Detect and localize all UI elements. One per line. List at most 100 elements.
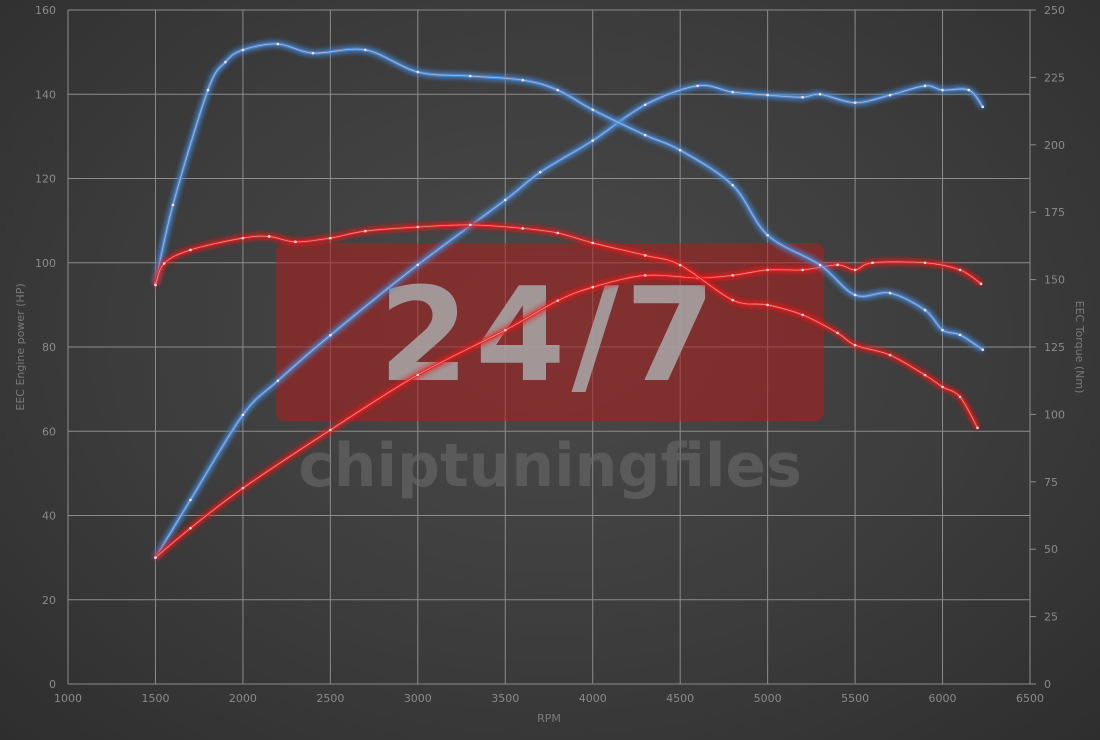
data-point [766, 303, 769, 307]
data-point [958, 333, 962, 337]
y-left-tick-label: 140 [35, 88, 56, 101]
data-point [329, 428, 332, 432]
y-right-tick-label: 150 [1044, 274, 1065, 287]
y-right-tick-label: 25 [1044, 611, 1058, 624]
data-point [981, 105, 985, 109]
y-left-tick-label: 20 [42, 594, 56, 607]
data-point [678, 148, 682, 152]
x-tick-label: 4500 [666, 692, 694, 705]
y-axis-left-label: EEC Engine power (HP) [14, 283, 27, 410]
data-point [836, 331, 839, 335]
data-point [853, 293, 857, 297]
y-right-tick-label: 200 [1044, 139, 1065, 152]
data-point [643, 254, 647, 257]
data-point [503, 198, 507, 202]
data-point [591, 139, 595, 142]
data-point [591, 285, 595, 289]
data-point [591, 108, 595, 112]
data-point [521, 227, 525, 230]
data-point [591, 241, 595, 245]
data-point [958, 395, 962, 399]
data-point [871, 261, 874, 265]
data-point [766, 93, 769, 97]
data-point [731, 183, 734, 187]
data-point [276, 42, 280, 46]
data-point [801, 268, 804, 272]
data-point [836, 263, 839, 267]
data-point [801, 95, 804, 99]
x-tick-label: 2000 [229, 692, 257, 705]
data-point [311, 51, 315, 55]
data-point [154, 283, 157, 287]
data-point [941, 385, 944, 389]
data-point [678, 263, 682, 267]
data-point [979, 282, 983, 286]
watermark: 24/7 chiptuningfiles [276, 243, 824, 501]
data-point [162, 262, 166, 265]
data-point [294, 240, 297, 244]
data-point [267, 235, 271, 238]
data-point [468, 223, 472, 227]
data-point [224, 60, 227, 64]
data-point [941, 328, 944, 332]
data-point [818, 263, 822, 267]
data-point [241, 48, 245, 52]
y-left-tick-label: 40 [42, 510, 56, 523]
data-point [171, 203, 175, 207]
data-point [503, 328, 507, 332]
y-left-tick-label: 100 [35, 257, 56, 270]
y-left-tick-label: 160 [35, 4, 56, 17]
data-point [521, 78, 525, 82]
data-point [241, 486, 245, 490]
y-right-tick-label: 175 [1044, 206, 1065, 219]
data-point [853, 268, 857, 272]
data-point [967, 88, 971, 92]
data-point [853, 101, 857, 104]
x-tick-label: 1500 [141, 692, 169, 705]
y-left-tick-label: 80 [42, 341, 56, 354]
x-tick-label: 3000 [404, 692, 432, 705]
data-point [416, 263, 420, 267]
y-right-tick-label: 125 [1044, 341, 1065, 354]
data-point [416, 70, 420, 74]
x-tick-label: 3500 [491, 692, 519, 705]
data-point [801, 313, 804, 317]
data-point [189, 248, 192, 252]
data-point [538, 170, 542, 174]
data-point [888, 93, 892, 97]
y-left-tick-label: 0 [49, 678, 56, 691]
data-point [766, 233, 769, 237]
data-point [731, 274, 734, 277]
data-point [556, 299, 560, 302]
x-tick-label: 1000 [54, 692, 82, 705]
x-tick-label: 4000 [579, 692, 607, 705]
data-point [958, 268, 962, 272]
data-point [329, 236, 332, 240]
data-point [643, 103, 647, 107]
data-point [923, 261, 927, 265]
data-point [853, 343, 857, 347]
data-point [941, 88, 944, 92]
data-point [643, 133, 647, 137]
y-left-tick-label: 120 [35, 173, 56, 186]
x-tick-label: 5500 [841, 692, 869, 705]
data-point [416, 373, 420, 377]
series-lines [153, 42, 985, 559]
data-point [468, 74, 472, 78]
data-point [696, 84, 699, 88]
data-point [731, 90, 734, 94]
data-point [364, 229, 367, 233]
data-point [556, 231, 560, 235]
y-right-tick-label: 0 [1044, 678, 1051, 691]
data-point [276, 379, 280, 383]
data-point [416, 225, 420, 229]
y-right-tick-label: 250 [1044, 4, 1065, 17]
data-point [818, 92, 822, 96]
data-point [556, 88, 560, 92]
data-point [923, 84, 927, 88]
data-point [766, 268, 769, 272]
data-point [923, 308, 927, 312]
y-left-tick-label: 60 [42, 425, 56, 438]
data-point [241, 413, 245, 417]
data-point [888, 353, 892, 357]
